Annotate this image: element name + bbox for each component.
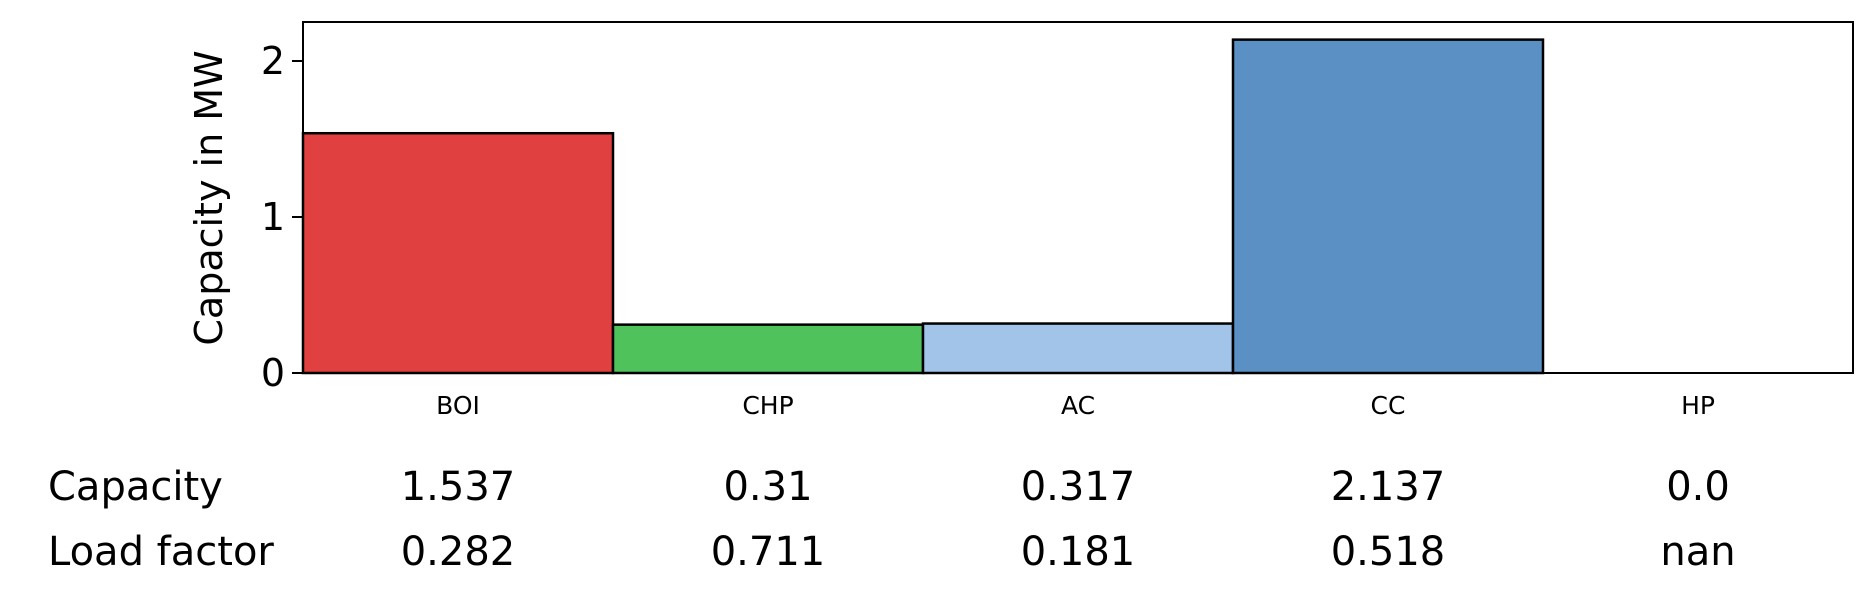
y-tick-label-2: 2 xyxy=(261,39,285,83)
table-cell-0-3: 2.137 xyxy=(1331,464,1446,510)
y-tick-label-0: 0 xyxy=(261,351,285,395)
x-tick-label-cc: CC xyxy=(1371,391,1406,420)
table-row-label-0: Capacity xyxy=(48,464,223,510)
table-cell-1-3: 0.518 xyxy=(1331,529,1446,575)
x-tick-label-hp: HP xyxy=(1681,391,1715,420)
table-cell-1-2: 0.181 xyxy=(1021,529,1136,575)
axes: 0 1 2 Capacity in MW BOI CHP AC CC HP xyxy=(187,21,1854,420)
plot-frame xyxy=(302,21,1854,374)
y-axis-label: Capacity in MW xyxy=(187,50,231,345)
table-cell-1-0: 0.282 xyxy=(401,529,516,575)
bar-chp xyxy=(611,323,925,375)
bar-ac xyxy=(921,322,1235,375)
x-tick-label-ac: AC xyxy=(1061,391,1095,420)
plot-area xyxy=(301,38,1545,375)
x-tick-label-boi: BOI xyxy=(436,391,480,420)
table-cell-0-1: 0.31 xyxy=(723,464,812,510)
table-cell-0-4: 0.0 xyxy=(1666,464,1730,510)
table-cell-0-0: 1.537 xyxy=(401,464,516,510)
data-table: Capacity 1.537 0.31 0.317 2.137 0.0 Load facto… xyxy=(48,464,1736,575)
table-cell-1-1: 0.711 xyxy=(711,529,826,575)
y-tick-label-1: 1 xyxy=(261,195,285,239)
x-tick-label-chp: CHP xyxy=(742,391,793,420)
table-cell-0-2: 0.317 xyxy=(1021,464,1136,510)
bar-boi xyxy=(301,131,615,375)
table-cell-1-4: nan xyxy=(1660,529,1735,575)
bar-cc xyxy=(1231,38,1545,375)
table-row-label-1: Load factor xyxy=(48,529,274,575)
